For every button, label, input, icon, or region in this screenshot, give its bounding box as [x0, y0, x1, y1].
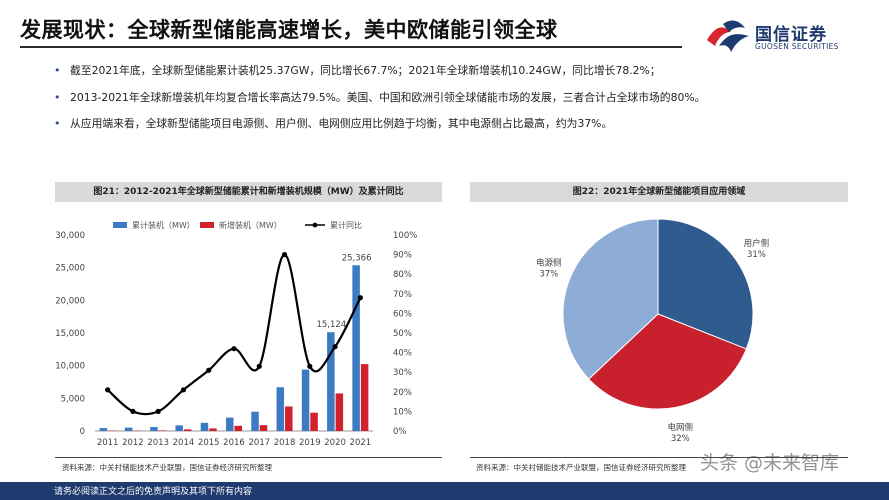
title-underline — [20, 46, 682, 48]
x-axis-tick-label: 2013 — [147, 438, 169, 448]
new-capacity-bar — [259, 425, 268, 431]
new-capacity-bar — [183, 429, 192, 431]
growth-line-point — [180, 387, 187, 393]
growth-line-point — [105, 387, 111, 393]
right-axis-tick-label: 90% — [393, 251, 412, 261]
new-capacity-bar — [209, 428, 217, 431]
watermark: 头条 @未来智库 — [700, 452, 840, 474]
pie-chart-title: 图22：2021年全球新型储能项目应用领域 — [470, 182, 848, 202]
pie-slice-label: 电源侧 — [536, 258, 562, 269]
logo-mark-icon — [707, 20, 749, 52]
x-axis-tick-label: 2020 — [324, 438, 346, 448]
growth-line-point — [206, 367, 212, 373]
cumulative-capacity-bar — [226, 417, 234, 431]
cumulative-capacity-bar — [352, 265, 360, 431]
legend-label: 累计装机（MW） — [132, 220, 195, 230]
cumulative-capacity-bar — [200, 422, 209, 431]
pie-slice — [657, 218, 754, 350]
footer-disclaimer: 请务必阅读正文之后的免责声明及其项下所有内容 — [54, 487, 253, 497]
pie-slice — [562, 218, 659, 380]
cumulative-capacity-bar — [99, 428, 108, 431]
growth-line-point — [231, 346, 237, 352]
legend-label: 新增装机（MW） — [219, 220, 282, 230]
legend-label: 累计同比 — [330, 220, 362, 230]
legend-line-marker — [312, 222, 318, 228]
right-axis-tick-label: 100% — [393, 231, 417, 241]
x-axis-tick-label: 2019 — [299, 438, 321, 448]
right-axis-tick-label: 0% — [393, 427, 407, 437]
cumulative-growth-line — [106, 253, 362, 416]
right-axis-tick-label: 50% — [393, 329, 412, 339]
new-capacity-bar — [360, 364, 369, 431]
right-axis-tick-label: 70% — [393, 290, 412, 300]
cumulative-capacity-bar — [150, 427, 158, 431]
growth-line-point — [130, 408, 136, 414]
left-axis-tick-label: 5,000 — [61, 394, 85, 404]
logo-chinese-text: 国信证券 — [755, 25, 827, 45]
footer-bar: 请务必阅读正文之后的免责声明及其项下所有内容 — [0, 482, 889, 500]
pie-chart-bottom-rule — [470, 457, 848, 458]
cumulative-capacity-bar — [124, 427, 133, 431]
new-capacity-bar — [158, 430, 167, 431]
page-title: 发展现状：全球新型储能高速增长，美中欧储能引领全球 — [20, 18, 558, 42]
legend-swatch — [113, 222, 127, 228]
left-axis-tick-label: 25,000 — [55, 264, 85, 274]
new-capacity-bar — [310, 412, 318, 431]
pie-slice-label: 用户侧 — [744, 238, 770, 249]
bullet-item: 截至2021年底，全球新型储能累计装机25.37GW，同比增长67.7%；202… — [54, 64, 854, 78]
x-axis-tick-label: 2021 — [350, 438, 372, 448]
growth-line-point — [307, 363, 313, 369]
pie-slice — [588, 313, 747, 410]
pie-slice-label: 电网侧 — [668, 422, 694, 433]
bar-chart-title: 图21：2012-2021年全球新型储能累计和新增装机规模（MW）及累计同比 — [55, 182, 442, 202]
bullet-list: 截至2021年底，全球新型储能累计装机25.37GW，同比增长67.7%；202… — [54, 64, 854, 144]
growth-line-point — [155, 408, 161, 414]
right-axis-tick-label: 30% — [393, 368, 412, 378]
right-axis-tick-label: 40% — [393, 349, 412, 359]
left-axis-tick-label: 20,000 — [55, 296, 85, 306]
cumulative-capacity-bar — [301, 369, 310, 431]
growth-line-point — [357, 295, 363, 301]
cumulative-capacity-bar — [276, 387, 285, 431]
pie-slice-percent: 31% — [747, 250, 766, 260]
bullet-item: 从应用端来看，全球新型储能项目电源侧、用户侧、电网侧应用比例趋于均衡，其中电源侧… — [54, 117, 854, 131]
bullet-item: 2013-2021年全球新增装机年均复合增长率高达79.5%。美国、中国和欧洲引… — [54, 91, 854, 105]
cumulative-capacity-bar — [175, 425, 183, 431]
growth-line-point — [281, 252, 288, 258]
new-capacity-bar — [335, 393, 344, 431]
x-axis-tick-label: 2011 — [97, 438, 119, 448]
bar-line-chart: 0 5,000 10,000 15,000 20,000 25,000 30,000 0% 10… — [55, 220, 417, 448]
bar-chart-source: 资料来源：中关村储能技术产业联盟，国信证券经济研究所整理 — [62, 463, 272, 472]
cumulative-capacity-bar — [251, 411, 259, 431]
bar-data-label: 25,366 — [342, 253, 372, 263]
left-axis-tick-label: 10,000 — [55, 362, 85, 372]
left-axis-tick-label: 30,000 — [55, 231, 85, 241]
right-axis-tick-label: 10% — [393, 407, 412, 417]
right-axis-tick-label: 80% — [393, 270, 412, 280]
pie-chart-source: 资料来源：中关村储能技术产业联盟，国信证券经济研究所整理 — [476, 463, 686, 472]
x-axis-tick-label: 2012 — [122, 438, 144, 448]
left-axis-tick-label: 15,000 — [55, 329, 85, 339]
pie-slice-percent: 32% — [671, 434, 690, 444]
growth-line-point — [332, 344, 338, 350]
cumulative-capacity-bar — [327, 332, 335, 431]
right-axis-tick-label: 60% — [393, 309, 412, 319]
bar-data-label: 15,124 — [316, 320, 346, 330]
x-axis-tick-label: 2018 — [274, 438, 296, 448]
x-axis-tick-label: 2014 — [173, 438, 195, 448]
new-capacity-bar — [285, 406, 293, 431]
x-axis-tick-label: 2017 — [248, 438, 270, 448]
growth-line-point — [256, 363, 262, 369]
right-axis-tick-label: 20% — [393, 388, 412, 398]
x-axis-tick-label: 2015 — [198, 438, 220, 448]
bar-chart-bottom-rule — [55, 457, 442, 458]
legend-swatch — [200, 222, 214, 228]
guosen-logo: 国信证券 GUOSEN SECURITIES — [705, 16, 855, 56]
new-capacity-bar — [234, 425, 242, 431]
left-axis-tick-label: 0 — [80, 427, 85, 437]
pie-slice-percent: 37% — [539, 270, 558, 280]
logo-english-text: GUOSEN SECURITIES — [755, 42, 839, 51]
x-axis-tick-label: 2016 — [223, 438, 245, 448]
